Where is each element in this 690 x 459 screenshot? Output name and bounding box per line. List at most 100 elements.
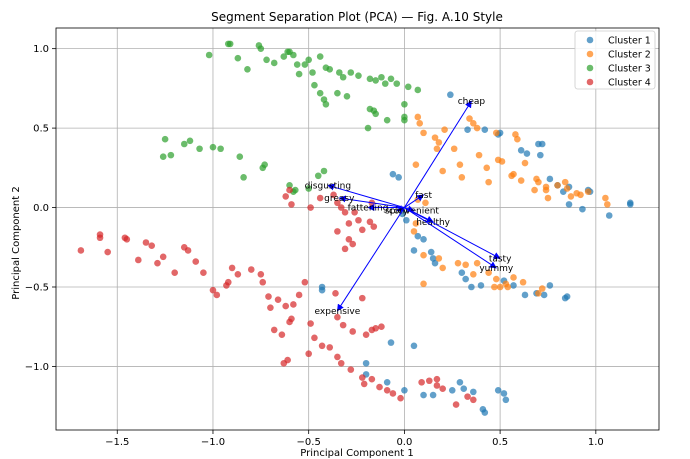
data-point xyxy=(282,193,290,200)
data-point xyxy=(477,282,485,289)
data-point xyxy=(372,325,379,332)
data-point xyxy=(159,253,167,261)
x-tick-label: −1.5 xyxy=(105,437,129,448)
data-point xyxy=(470,388,477,396)
data-point xyxy=(439,385,446,392)
loading-label: expensive xyxy=(315,307,361,317)
loading-arrow xyxy=(396,205,405,212)
data-point xyxy=(561,178,569,186)
data-point xyxy=(464,126,471,133)
y-tick-label: 0.0 xyxy=(33,203,49,214)
data-point xyxy=(347,69,355,76)
data-point xyxy=(339,73,347,81)
data-point xyxy=(180,140,188,148)
data-point xyxy=(288,201,295,208)
data-point xyxy=(414,113,422,121)
data-point xyxy=(286,182,293,189)
data-point xyxy=(414,86,422,94)
data-point xyxy=(247,266,255,273)
data-point xyxy=(458,269,466,276)
chart-title: Segment Separation Plot (PCA) — Fig. A.1… xyxy=(211,10,503,24)
legend-label: Cluster 1 xyxy=(608,36,651,47)
data-point xyxy=(240,174,247,181)
data-point xyxy=(481,409,489,416)
data-point xyxy=(224,278,232,286)
data-point xyxy=(345,220,353,227)
data-point xyxy=(420,236,427,243)
data-point xyxy=(492,275,500,283)
data-point xyxy=(537,151,544,159)
axis-ticks: −1.5 −1.0 −0.5 0.0 0.5 1.0 −1.0 −0.5 0.0 0.5 1.0 xyxy=(25,44,604,448)
y-axis-label: Principal Component 2 xyxy=(11,186,22,299)
legend: Cluster 1 Cluster 2 Cluster 3 Cluster 4 xyxy=(574,30,656,90)
data-point xyxy=(452,401,460,408)
data-point xyxy=(349,328,357,335)
data-point xyxy=(427,248,435,256)
data-point xyxy=(496,283,504,291)
data-point xyxy=(347,366,355,373)
data-point xyxy=(431,259,439,267)
data-point xyxy=(186,137,194,145)
data-point xyxy=(318,286,326,294)
data-point xyxy=(431,134,439,141)
data-point xyxy=(337,204,345,211)
data-point xyxy=(577,191,584,199)
data-point xyxy=(295,291,303,299)
data-point xyxy=(418,379,425,386)
legend-label: Cluster 3 xyxy=(608,64,651,75)
data-point xyxy=(366,218,374,226)
data-point xyxy=(345,236,353,243)
data-point xyxy=(154,259,161,267)
data-point xyxy=(504,283,512,291)
data-point xyxy=(521,291,529,299)
data-point xyxy=(378,73,385,81)
data-point xyxy=(159,153,167,161)
legend-box xyxy=(574,30,656,90)
data-point xyxy=(420,251,427,259)
loading-arrow xyxy=(404,207,497,269)
data-point xyxy=(320,167,328,175)
data-point xyxy=(366,75,374,83)
data-point xyxy=(362,331,370,338)
data-point xyxy=(403,216,410,224)
data-point xyxy=(280,53,288,60)
data-point xyxy=(473,259,481,267)
data-point xyxy=(355,216,362,224)
data-point xyxy=(462,261,469,269)
data-point xyxy=(209,143,217,151)
data-point xyxy=(420,280,427,288)
data-point xyxy=(397,394,404,402)
data-point xyxy=(234,54,242,62)
data-point xyxy=(500,390,508,397)
data-point xyxy=(318,342,326,350)
data-point xyxy=(259,278,267,286)
data-point xyxy=(433,145,441,153)
data-point xyxy=(290,51,297,59)
data-point xyxy=(376,383,383,391)
loading-label: yummy xyxy=(479,264,514,274)
data-point xyxy=(274,296,282,304)
data-point xyxy=(334,228,341,235)
data-point xyxy=(270,59,278,67)
data-point xyxy=(123,236,131,243)
y-tick-label: −1.0 xyxy=(25,362,49,373)
data-point xyxy=(184,247,192,254)
data-point xyxy=(565,201,573,208)
data-point xyxy=(519,278,527,286)
data-point xyxy=(322,100,330,108)
data-point xyxy=(360,380,368,388)
data-point xyxy=(602,194,609,202)
data-point xyxy=(77,247,85,254)
data-point xyxy=(584,188,592,195)
data-point xyxy=(362,359,370,367)
data-point xyxy=(517,177,525,184)
y-tick-label: 0.5 xyxy=(33,124,49,135)
data-point xyxy=(447,91,454,99)
data-point xyxy=(485,178,492,186)
data-point xyxy=(462,275,469,283)
data-point xyxy=(510,274,517,281)
data-point xyxy=(544,194,552,202)
data-point xyxy=(416,120,424,127)
loading-label: greasy xyxy=(324,194,355,204)
data-point xyxy=(535,178,542,186)
